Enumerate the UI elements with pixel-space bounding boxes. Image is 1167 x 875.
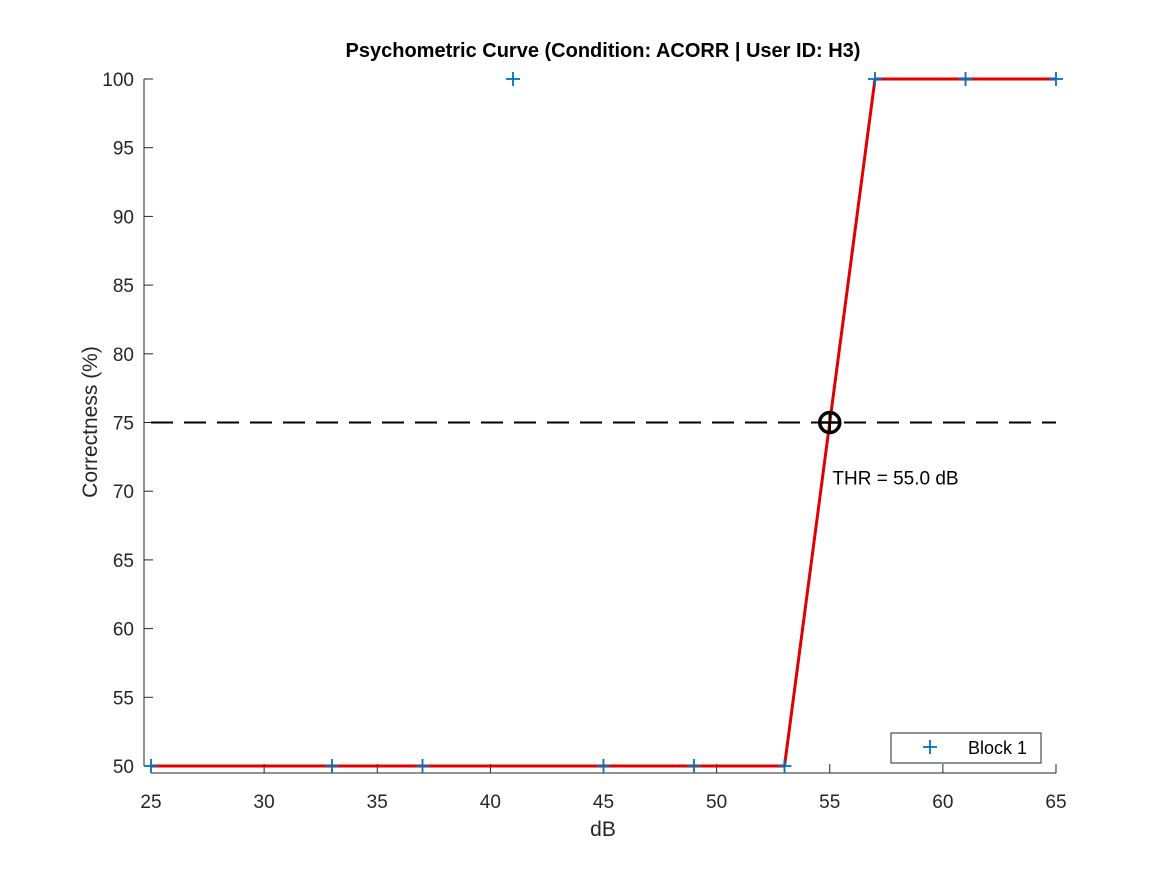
data-point: [415, 759, 430, 773]
data-point: [868, 72, 882, 86]
data-point: [777, 759, 792, 773]
x-tick-label-35: 35: [367, 792, 388, 813]
threshold-marker: [818, 410, 842, 435]
y-tick-label-95: 95: [113, 139, 134, 160]
x-tick-label-50: 50: [706, 792, 727, 813]
x-tick-label-25: 25: [140, 792, 161, 813]
y-tick-label-55: 55: [113, 688, 134, 709]
legend-box: [890, 732, 1042, 764]
legend: Block 1: [890, 732, 1042, 764]
threshold-annotation: THR = 55.0 dB: [832, 468, 958, 489]
y-tick-label-85: 85: [113, 276, 134, 297]
data-point: [687, 759, 701, 773]
x-tick-label-45: 45: [593, 792, 614, 813]
y-tick-label-90: 90: [113, 207, 134, 228]
chart-title: Psychometric Curve (Condition: ACORR | U…: [346, 40, 861, 62]
x-tick-label-30: 30: [254, 792, 275, 813]
y-tick-label-70: 70: [113, 482, 134, 503]
data-point: [958, 72, 973, 86]
data-point: [596, 759, 611, 773]
data-point: [506, 72, 520, 86]
x-axis-label: dB: [590, 818, 616, 841]
y-tick-label-80: 80: [113, 345, 134, 366]
y-tick-label-75: 75: [113, 414, 134, 435]
legend-marker-block-1: [923, 740, 937, 754]
y-axis-label: Correctness (%): [79, 346, 102, 498]
y-tick-label-50: 50: [113, 757, 134, 778]
x-tick-label-40: 40: [480, 792, 501, 813]
y-tick-label-60: 60: [113, 620, 134, 641]
x-tick-label-65: 65: [1045, 792, 1066, 813]
y-tick-label-65: 65: [113, 551, 134, 572]
data-point: [144, 759, 158, 773]
data-point: [325, 759, 339, 773]
x-tick-label-60: 60: [932, 792, 953, 813]
legend-label-block-1: Block 1: [968, 738, 1027, 758]
data-point: [1049, 72, 1063, 86]
y-tick-label-100: 100: [102, 70, 134, 91]
x-tick-label-55: 55: [819, 792, 840, 813]
